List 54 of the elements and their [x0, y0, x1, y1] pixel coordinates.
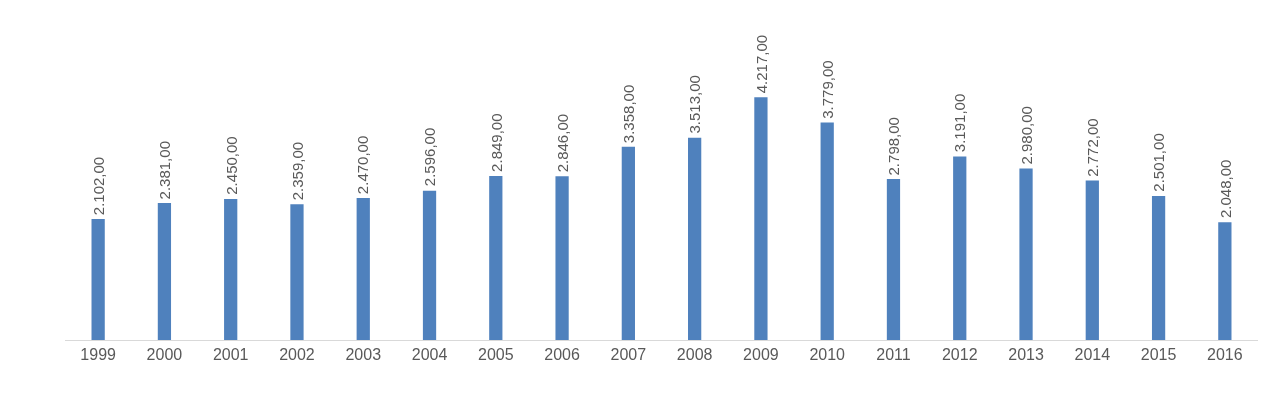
x-tick-label: 2015 — [1140, 346, 1177, 364]
bar — [688, 137, 702, 340]
x-tick-label: 2005 — [478, 346, 514, 364]
x-tick-label: 2010 — [809, 346, 846, 364]
x-tick-label: 2009 — [743, 346, 779, 364]
x-tick-label: 2000 — [146, 346, 183, 364]
bar — [1151, 196, 1166, 340]
bar — [1218, 222, 1232, 340]
bar — [621, 146, 635, 340]
bar — [91, 219, 105, 340]
x-tick-label: 2014 — [1074, 346, 1111, 364]
bar — [157, 203, 172, 340]
x-tick-label: 1999 — [80, 346, 117, 364]
data-label: 2.501,00 — [1150, 133, 1168, 192]
data-label: 2.798,00 — [885, 117, 903, 176]
bar — [754, 97, 768, 340]
x-tick-label: 2002 — [279, 346, 315, 364]
data-label: 3.513,00 — [685, 75, 703, 134]
data-label: 2.846,00 — [553, 113, 571, 173]
bar — [1019, 168, 1033, 340]
bar — [422, 190, 437, 340]
bar — [555, 176, 569, 340]
x-tick-label: 2003 — [345, 346, 382, 364]
data-label: 3.779,00 — [818, 60, 836, 119]
data-label: 2.596,00 — [420, 127, 438, 187]
x-tick-label: 2013 — [1008, 346, 1044, 364]
data-label: 2.381,00 — [156, 141, 174, 200]
bar — [290, 204, 304, 340]
bar — [489, 176, 503, 340]
bar — [1085, 180, 1099, 340]
x-tick-label: 2012 — [941, 346, 978, 364]
bar — [820, 122, 834, 340]
data-label: 4.217,00 — [752, 34, 770, 94]
data-label: 2.450,00 — [222, 136, 240, 195]
data-label: 2.980,00 — [1017, 106, 1035, 165]
x-tick-label: 2007 — [610, 346, 647, 364]
x-tick-label: 2011 — [876, 346, 911, 364]
x-tick-label: 2016 — [1207, 346, 1243, 364]
data-label: 3.191,00 — [951, 93, 969, 153]
data-label: 2.102,00 — [90, 156, 108, 216]
bar — [224, 199, 238, 340]
bar — [886, 179, 901, 340]
data-label: 3.358,00 — [619, 84, 637, 144]
data-label: 2.359,00 — [288, 141, 306, 201]
data-label: 2.048,00 — [1216, 159, 1234, 219]
x-tick-label: 2006 — [544, 346, 580, 364]
bar — [953, 156, 967, 340]
x-tick-label: 2001 — [212, 346, 249, 364]
data-label: 2.772,00 — [1083, 118, 1101, 177]
x-tick-label: 2004 — [411, 346, 448, 364]
bar — [356, 197, 370, 340]
data-label: 2.470,00 — [354, 135, 372, 195]
data-label: 2.849,00 — [487, 113, 505, 172]
x-tick-label: 2008 — [676, 346, 713, 364]
